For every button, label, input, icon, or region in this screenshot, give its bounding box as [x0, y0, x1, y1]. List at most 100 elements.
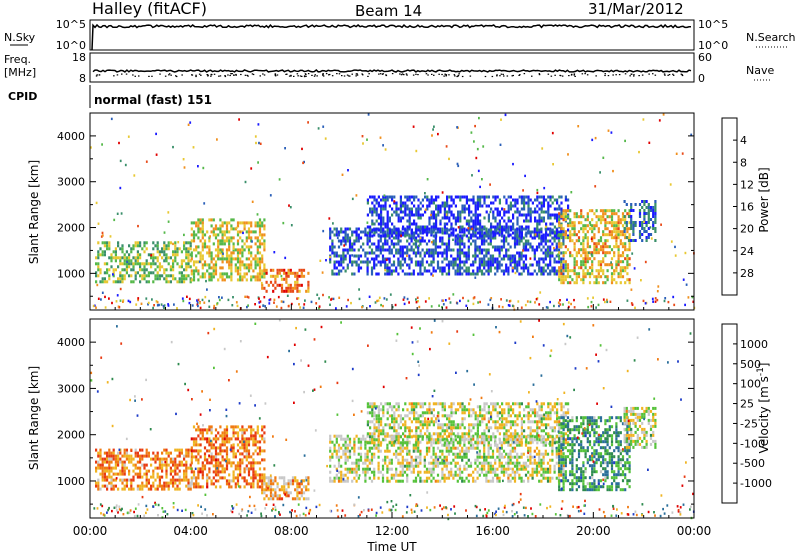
echo-cell	[121, 262, 124, 266]
echo-cell	[412, 464, 415, 468]
echo-cell	[106, 280, 109, 284]
nave-dot	[328, 74, 330, 76]
echo-cell	[234, 467, 237, 471]
echo-cell	[121, 487, 124, 491]
echo-cell	[575, 233, 578, 237]
echo-cell	[428, 204, 431, 208]
echo-cell	[163, 457, 166, 461]
echo-cell	[390, 443, 393, 447]
echo-cell	[348, 239, 352, 243]
echo-cell	[147, 253, 150, 257]
echo-cell	[241, 446, 244, 450]
echo-cell	[408, 236, 411, 240]
echo-cell	[232, 242, 235, 246]
nave-dot	[151, 75, 153, 77]
echo-cell	[161, 487, 164, 491]
echo-cell	[621, 269, 625, 273]
nave-dot	[263, 74, 266, 76]
echo-cell	[141, 274, 144, 278]
echo-cell	[406, 473, 409, 477]
echo-cell	[384, 234, 387, 238]
echo-cell	[370, 455, 374, 459]
echo-cell	[595, 251, 598, 255]
echo-cell	[126, 260, 128, 264]
echo-cell	[441, 204, 444, 208]
echo-cell	[542, 219, 545, 223]
echo-cell	[221, 470, 224, 474]
echo-cell	[366, 449, 369, 453]
echo-cell	[408, 266, 411, 270]
echo-cell	[201, 245, 204, 249]
echo-cell	[434, 461, 437, 465]
nave-dot	[235, 74, 237, 76]
echo-cell	[121, 277, 124, 281]
echo-cell	[380, 216, 383, 220]
echo-cell	[456, 254, 459, 258]
echo-cell	[169, 268, 172, 272]
echo-cell	[448, 210, 451, 214]
echo-cell	[256, 278, 259, 282]
echo-cell	[346, 458, 349, 462]
echo-cell	[401, 470, 404, 474]
echo-cell	[272, 289, 275, 293]
echo-cell	[428, 440, 431, 444]
echo-cell	[410, 260, 413, 264]
echo-cell	[197, 458, 200, 462]
echo-cell	[414, 263, 418, 267]
echo-cell	[199, 485, 202, 489]
echo-cell	[212, 458, 215, 462]
nave-dot	[547, 73, 550, 75]
y-tick-label: 3000	[57, 176, 85, 189]
echo-cell	[454, 242, 457, 246]
echo-cell	[123, 451, 126, 455]
echo-cell	[428, 216, 431, 220]
echo-cell	[252, 428, 255, 432]
echo-cell	[145, 481, 148, 485]
echo-cell	[307, 271, 310, 275]
echo-cell	[475, 156, 478, 160]
echo-cell	[606, 209, 609, 213]
echo-cell	[472, 302, 475, 306]
echo-cell	[399, 443, 402, 447]
echo-cell	[463, 195, 466, 199]
echo-cell	[491, 263, 495, 267]
echo-cell	[201, 473, 204, 477]
echo-cell	[337, 479, 341, 483]
colorbar-tick-label: 28	[740, 267, 754, 280]
echo-cell	[390, 239, 393, 243]
echo-cell	[373, 198, 376, 202]
echo-cell	[619, 275, 622, 279]
echo-cell	[230, 239, 233, 243]
echo-cell	[232, 449, 235, 453]
echo-cell	[463, 216, 466, 220]
echo-cell	[425, 452, 429, 456]
echo-cell	[370, 230, 374, 234]
echo-cell	[621, 254, 625, 258]
echo-cell	[560, 266, 563, 270]
echo-cell	[357, 467, 360, 471]
echo-cell	[552, 163, 554, 166]
echo-cell	[613, 209, 616, 213]
echo-cell	[556, 228, 559, 232]
echo-cell	[280, 300, 283, 303]
echo-cell	[533, 254, 536, 258]
echo-cell	[496, 269, 499, 273]
echo-cell	[197, 278, 200, 282]
echo-cell	[388, 467, 391, 471]
echo-cell	[230, 266, 233, 270]
echo-cell	[337, 230, 341, 234]
echo-cell	[245, 428, 248, 432]
echo-cell	[602, 245, 605, 249]
echo-cell	[269, 479, 273, 483]
echo-cell	[436, 266, 440, 270]
echo-cell	[667, 300, 670, 304]
echo-cell	[129, 300, 132, 304]
echo-cell	[541, 147, 544, 150]
echo-cell	[562, 281, 565, 285]
echo-cell	[108, 247, 111, 251]
echo-cell	[595, 248, 598, 252]
echo-cell	[112, 487, 115, 491]
echo-cell	[371, 201, 374, 205]
echo-cell	[154, 466, 157, 470]
echo-cell	[642, 118, 645, 121]
